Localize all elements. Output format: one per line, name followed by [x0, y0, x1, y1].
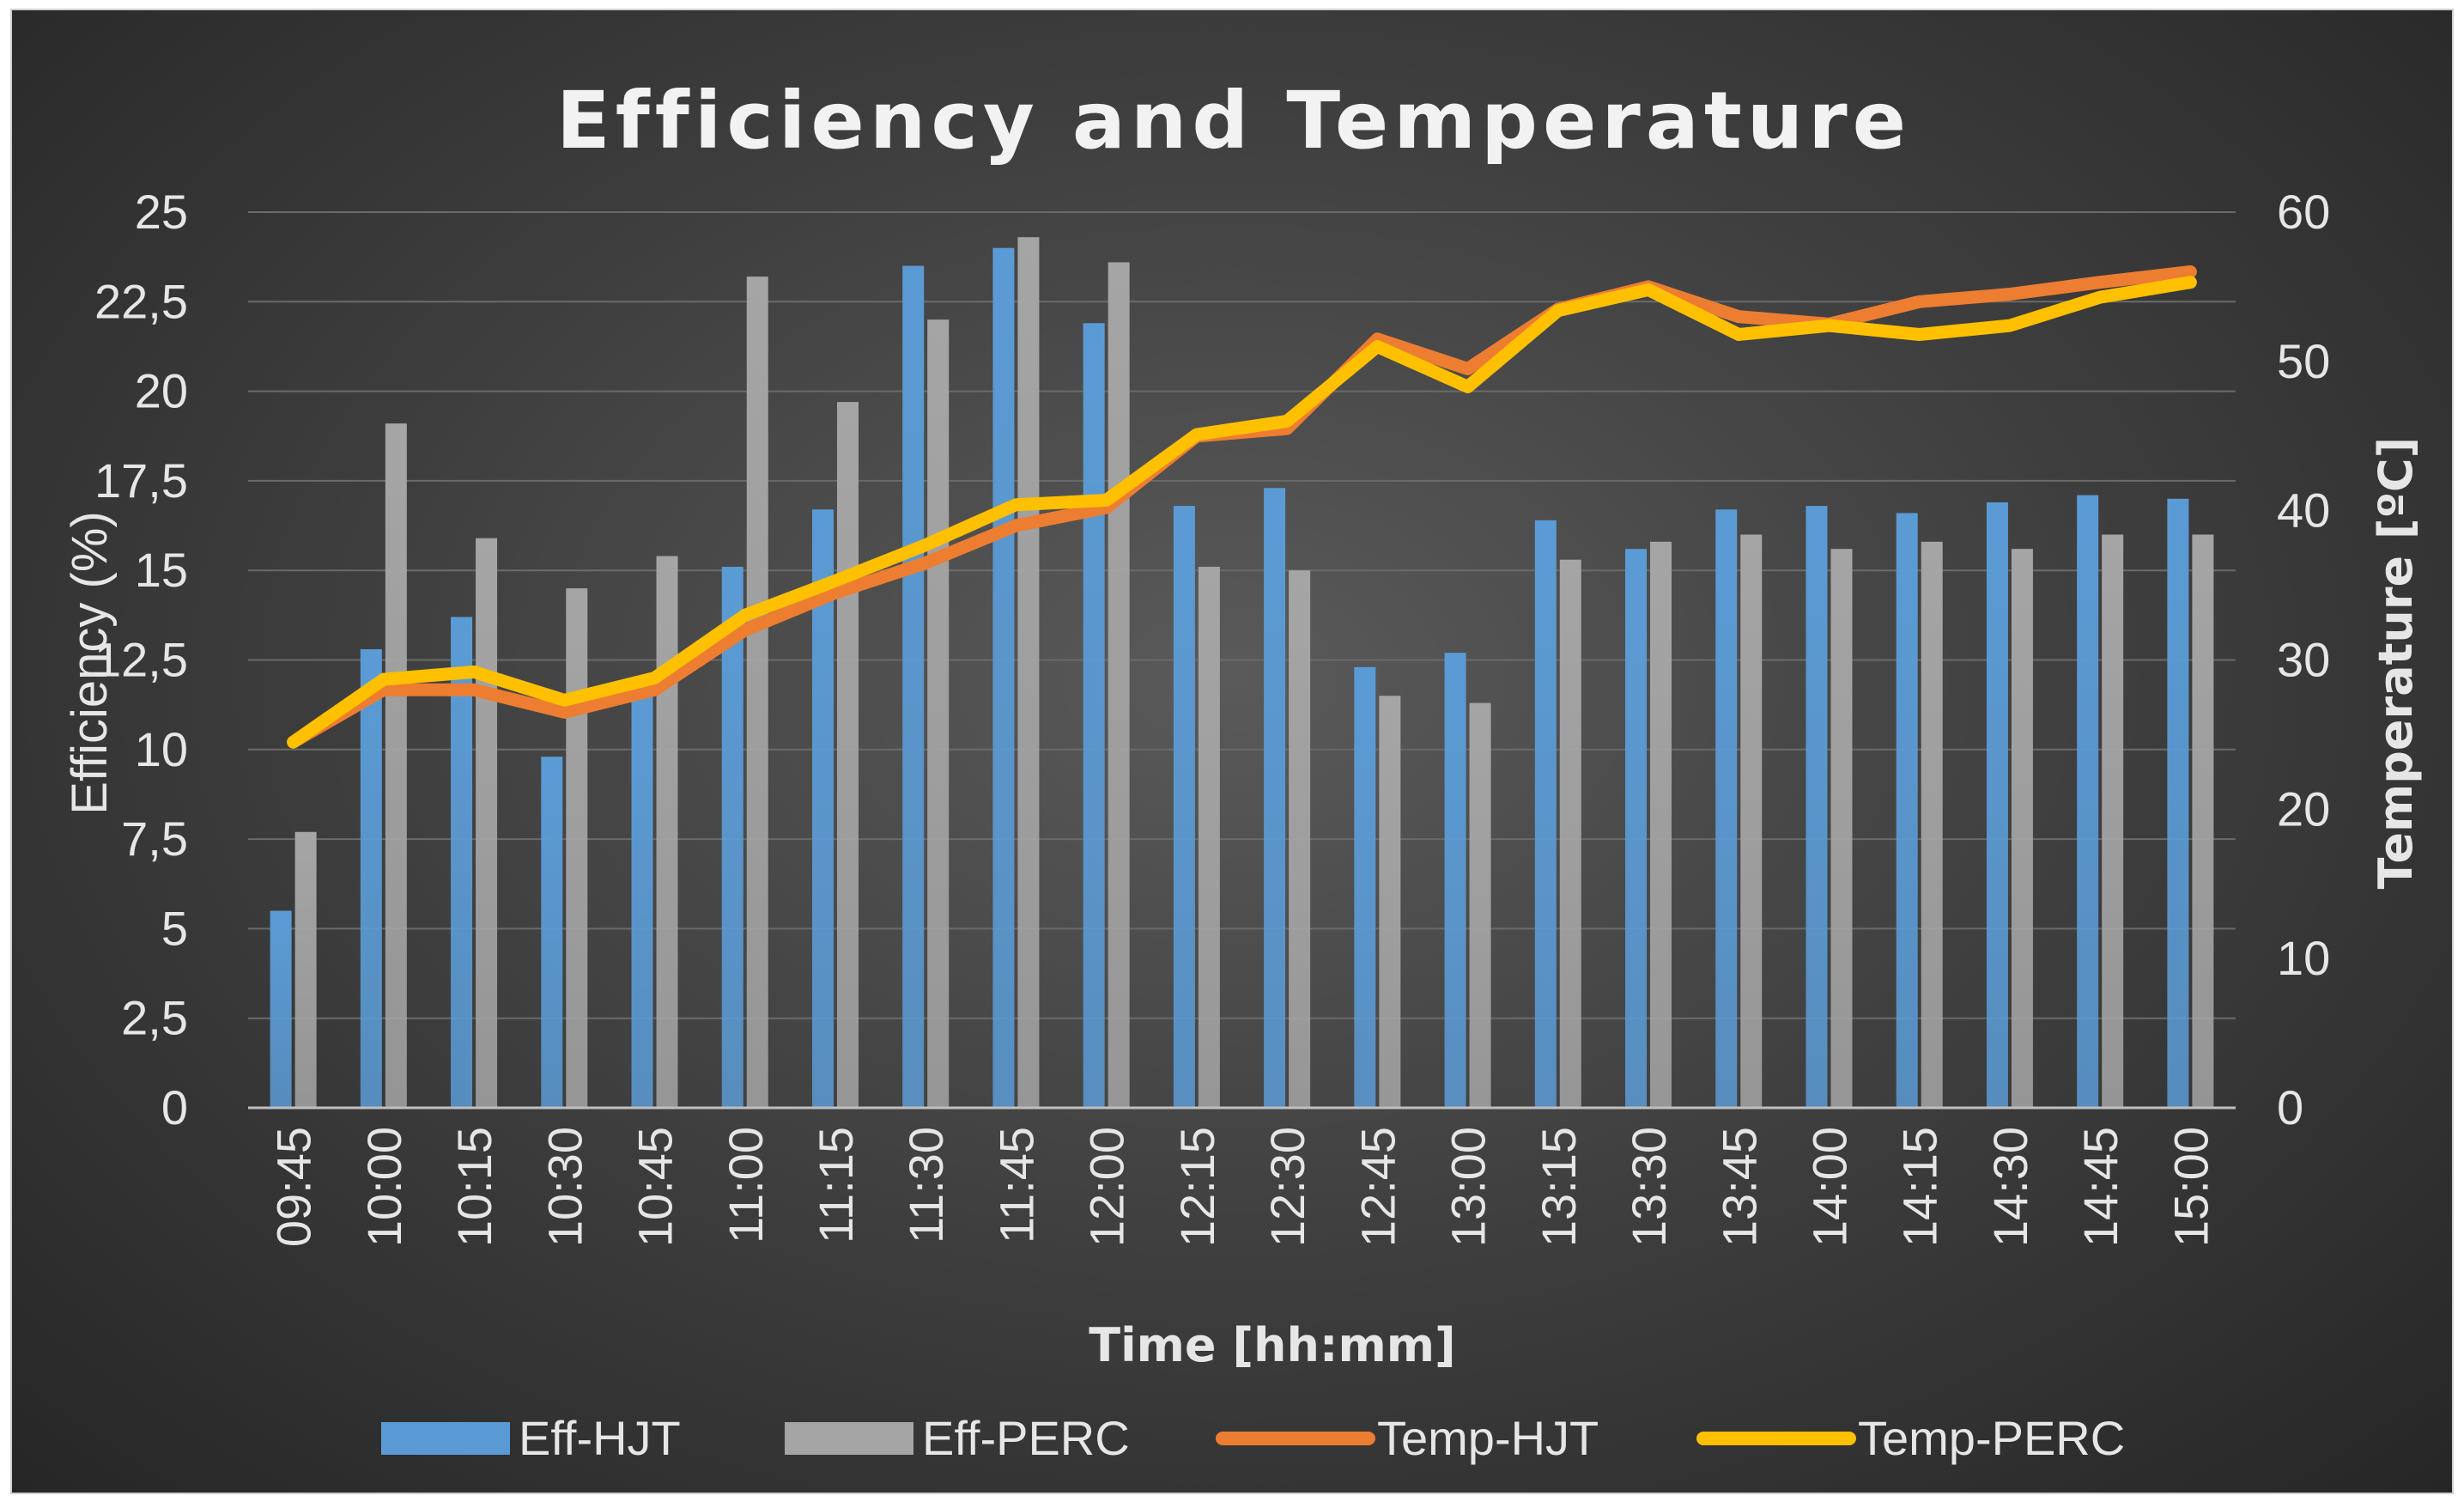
eff-perc-bar: [2011, 549, 2033, 1108]
y2-tick-label: 50: [2277, 334, 2330, 388]
eff-perc-bar: [476, 538, 498, 1108]
eff-hjt-bar: [2167, 498, 2189, 1108]
chart-frame: 0 2,5 5 7,5 10 12,5 15 17,5 20 22,5 25 0 10 20 30 40 50 6…: [10, 9, 2454, 1494]
legend-label: Eff-HJT: [519, 1411, 681, 1465]
y-axis-title: Efficiency (%): [62, 511, 118, 814]
y-tick-label: 0: [161, 1080, 188, 1134]
eff-perc-bar: [836, 402, 859, 1109]
y2-tick-label: 30: [2277, 633, 2330, 687]
eff-perc-bar: [566, 588, 588, 1108]
x-tick-label: 10:45: [628, 1127, 683, 1247]
eff-hjt-bar: [1534, 520, 1557, 1108]
y-tick-label: 2,5: [121, 991, 188, 1045]
temp-perc-line: [287, 276, 2197, 749]
y2-tick-label: 60: [2277, 185, 2330, 239]
eff-hjt-bar: [1354, 666, 1376, 1108]
x-tick-label: 11:15: [809, 1127, 863, 1243]
y2-axis-title: Temperature [ºC]: [2369, 437, 2423, 890]
eff-perc-bar: [1650, 541, 1672, 1108]
eff-perc-bar: [656, 556, 678, 1108]
x-tick-label: 13:30: [1622, 1127, 1676, 1247]
y-tick-label: 5: [161, 901, 188, 955]
y2-tick-label: 20: [2277, 781, 2330, 836]
eff-hjt-bar: [1986, 502, 2008, 1108]
eff-perc-bar: [385, 423, 407, 1108]
efficiency-temperature-chart: 0 2,5 5 7,5 10 12,5 15 17,5 20 22,5 25 0 10 20 30 40 50 6…: [62, 75, 2423, 1465]
eff-perc-bar: [2192, 534, 2214, 1108]
eff-perc-bar: [2102, 534, 2124, 1108]
y2-tick-label: 40: [2277, 483, 2330, 538]
x-tick-label: 11:00: [719, 1127, 773, 1243]
x-tick-label: 09:45: [267, 1127, 321, 1247]
y2-tick-label: 10: [2277, 931, 2330, 985]
eff-perc-bar: [746, 277, 768, 1108]
x-tick-label: 14:15: [1893, 1127, 1947, 1247]
legend-swatch-eff-perc: [785, 1422, 913, 1455]
eff-perc-bar: [1108, 262, 1130, 1109]
x-tick-label: 11:45: [989, 1127, 1043, 1243]
eff-perc-bar: [1830, 549, 1853, 1108]
eff-perc-bar: [1469, 702, 1491, 1108]
eff-perc-bar: [1740, 534, 1763, 1108]
eff-hjt-bar: [1625, 549, 1648, 1108]
x-tick-label: 12:45: [1350, 1127, 1405, 1247]
x-tick-label: 13:15: [1532, 1127, 1586, 1247]
eff-perc-bar: [1017, 237, 1040, 1109]
x-tick-label: 10:15: [447, 1127, 501, 1247]
eff-hjt-bar: [1444, 653, 1466, 1108]
x-tick-label: 10:30: [537, 1127, 592, 1247]
legend: Eff-HJT Eff-PERC Temp-HJT Temp-PERC: [381, 1411, 2125, 1465]
x-tick-label: 12:15: [1170, 1127, 1224, 1247]
eff-hjt-bar: [1806, 506, 1828, 1108]
legend-label: Temp-PERC: [1858, 1411, 2125, 1465]
eff-hjt-bar: [721, 567, 743, 1108]
eff-perc-bar: [294, 831, 317, 1108]
eff-hjt-bar: [360, 648, 382, 1108]
y2-tick-label: 0: [2277, 1080, 2303, 1134]
eff-hjt-bar: [2077, 495, 2099, 1108]
eff-perc-bar: [927, 319, 950, 1108]
y-tick-label: 22,5: [94, 274, 188, 328]
chart-title: Efficiency and Temperature: [556, 75, 1911, 167]
x-axis-title: Time [hh:mm]: [1089, 1318, 1455, 1372]
eff-hjt-bar: [1083, 323, 1105, 1108]
y-tick-label: 20: [135, 364, 188, 418]
x-tick-label: 12:30: [1260, 1127, 1314, 1247]
x-tick-label: 14:45: [2073, 1127, 2127, 1247]
eff-perc-bar: [1921, 541, 1943, 1108]
x-tick-label: 14:00: [1802, 1127, 1856, 1247]
x-tick-label: 13:45: [1712, 1127, 1766, 1247]
x-tick-label: 14:30: [1983, 1127, 2037, 1247]
y-tick-label: 15: [135, 543, 188, 597]
y-tick-label: 7,5: [121, 812, 188, 866]
eff-hjt-bar: [1173, 506, 1195, 1108]
eff-hjt-bar: [1715, 509, 1738, 1108]
eff-perc-bar: [1379, 696, 1401, 1108]
eff-hjt-bar: [1264, 488, 1286, 1108]
eff-perc-bar: [1289, 570, 1311, 1108]
legend-label: Eff-PERC: [922, 1411, 1130, 1465]
x-tick-label: 12:00: [1080, 1127, 1134, 1247]
eff-hjt-bar: [270, 910, 292, 1108]
legend-swatch-eff-hjt: [381, 1422, 510, 1455]
y-tick-label: 17,5: [94, 453, 188, 508]
eff-hjt-bar: [451, 617, 473, 1108]
eff-hjt-bar: [631, 696, 653, 1108]
y-tick-label: 12,5: [94, 633, 188, 687]
x-tick-label: 10:00: [357, 1127, 411, 1247]
eff-hjt-bar: [1896, 513, 1918, 1108]
y-tick-label: 25: [135, 185, 188, 239]
legend-label: Temp-HJT: [1377, 1411, 1599, 1465]
eff-hjt-bar: [992, 247, 1015, 1109]
eff-hjt-bar: [541, 757, 563, 1108]
x-tick-label: 11:30: [899, 1127, 953, 1243]
eff-hjt-bar: [811, 509, 834, 1108]
eff-hjt-bar: [902, 265, 925, 1109]
x-tick-label: 15:00: [2164, 1127, 2218, 1247]
x-tick-label: 13:00: [1441, 1127, 1496, 1247]
y-tick-label: 10: [135, 722, 188, 776]
eff-perc-bar: [1559, 559, 1581, 1108]
eff-perc-bar: [1198, 567, 1220, 1108]
